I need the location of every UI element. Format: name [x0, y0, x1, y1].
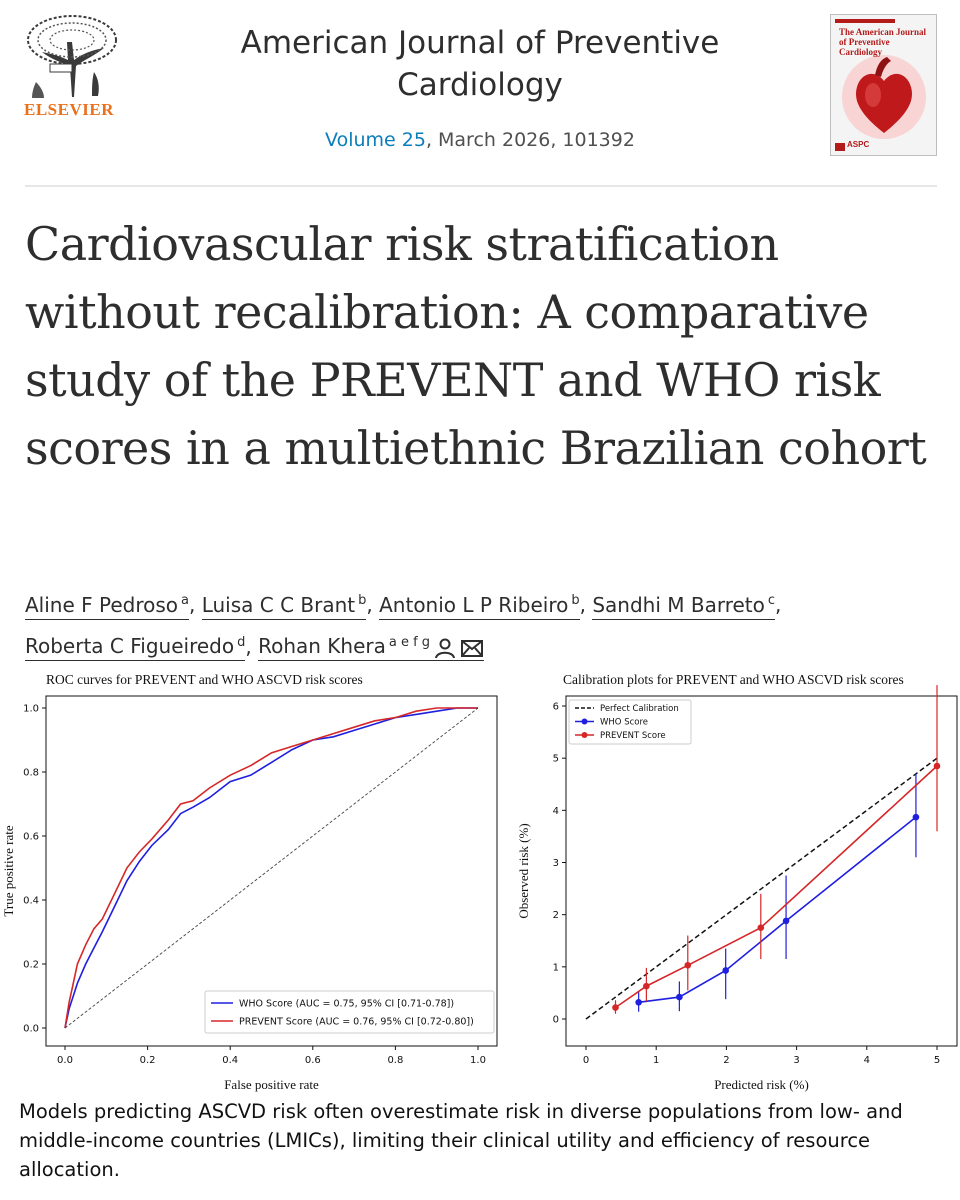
calib-data-point [933, 762, 941, 770]
calib-y-tick-label: 5 [553, 754, 559, 765]
calib-data-point [912, 813, 920, 821]
article-title: Cardiovascular risk stratification witho… [25, 217, 927, 475]
elsevier-tree-logo[interactable] [22, 12, 122, 122]
roc-x-tick-label: 0.8 [387, 1055, 403, 1066]
calib-data-point [612, 1004, 619, 1011]
roc-legend-label: WHO Score (AUC = 0.75, 95% CI [0.71-0.78… [239, 999, 454, 1010]
roc-y-tick-label: 1.0 [23, 704, 39, 715]
calib-x-tick-label: 2 [723, 1055, 729, 1066]
calib-legend-box [568, 699, 692, 745]
roc-y-tick-label: 0.4 [23, 896, 39, 907]
calib-data-point [782, 917, 790, 925]
roc-legend-label: PREVENT Score (AUC = 0.76, 95% CI [0.72-… [239, 1017, 474, 1028]
journal-title-line-2: Cardiology [397, 67, 563, 103]
calib-y-tick-label: 4 [553, 806, 559, 817]
roc-y-tick-label: 0.0 [23, 1024, 39, 1035]
volume-info: Volume 25, March 2026, 101392 [200, 129, 760, 151]
author-pedroso[interactable]: Aline F Pedroso a [25, 592, 189, 620]
header-divider [25, 185, 937, 187]
roc-plot-frame [45, 695, 498, 1047]
author-brant[interactable]: Luisa C C Brant b [201, 592, 367, 620]
calib-x-tick-label: 1 [653, 1055, 659, 1066]
calib-y-tick-label: 6 [553, 702, 559, 713]
roc-x-tick-label: 0.0 [57, 1055, 73, 1066]
journal-title[interactable]: American Journal of Preventive Cardiolog… [200, 22, 760, 106]
journal-cover-thumbnail[interactable]: The American Journal of Preventive Cardi… [830, 14, 937, 156]
calib-x-tick-label: 4 [864, 1055, 870, 1066]
roc-x-tick-label: 0.6 [305, 1055, 321, 1066]
calib-legend-marker [581, 732, 588, 738]
heart-illustration [831, 15, 936, 155]
calib-y-tick-label: 1 [553, 962, 559, 973]
calib-legend-marker [581, 718, 588, 725]
roc-y-axis-label: True positive rate [1, 825, 16, 916]
calib-legend-label: PREVENT Score [600, 731, 666, 741]
roc-x-tick-label: 0.2 [140, 1055, 156, 1066]
calib-x-tick-label: 5 [934, 1055, 940, 1066]
charts-canvas: ROC curves for PREVENT and WHO ASCVD ris… [1, 672, 958, 1092]
issue-date: , March 2026, 101392 [425, 129, 635, 151]
roc-series-line-1 [64, 707, 478, 1029]
calib-y-axis-label: Observed risk (%) [516, 823, 531, 918]
calib-title: Calibration plots for PREVENT and WHO AS… [563, 672, 904, 687]
calib-y-tick-label: 3 [553, 858, 559, 869]
roc-x-axis-label: False positive rate [224, 1077, 319, 1092]
roc-title: ROC curves for PREVENT and WHO ASCVD ris… [46, 672, 363, 687]
calib-data-point [757, 924, 765, 932]
cover-badge: ASPC [847, 140, 870, 149]
author-list: Aline F Pedroso a, Luisa C C Brant b, Anto… [25, 582, 945, 665]
roc-y-tick-label: 0.2 [23, 960, 39, 971]
author-figueiredo[interactable]: Roberta C Figueiredo d [25, 634, 246, 662]
calib-x-axis-label: Predicted risk (%) [714, 1077, 809, 1092]
graphical-abstract-figure: ROC curves for PREVENT and WHO ASCVD ris… [0, 660, 960, 1095]
person-icon[interactable] [434, 637, 456, 659]
calib-x-tick-label: 3 [793, 1055, 799, 1066]
roc-legend-box [204, 990, 495, 1034]
roc-series-line-0 [64, 707, 478, 1029]
calib-data-point [676, 993, 683, 1001]
calib-y-tick-label: 0 [553, 1015, 559, 1026]
roc-x-tick-label: 0.4 [222, 1055, 238, 1066]
roc-x-tick-label: 1.0 [470, 1055, 486, 1066]
figure-caption: Models predicting ASCVD risk often overe… [19, 1100, 903, 1181]
cover-title: The American Journal of Preventive Cardi… [839, 27, 926, 57]
journal-header: ELSEVIER American Journal of Preventive … [0, 0, 960, 185]
calib-data-point [635, 999, 642, 1006]
publisher-name: ELSEVIER [24, 100, 114, 119]
calib-series-line-2 [615, 765, 938, 1009]
calib-legend-label: Perfect Calibration [600, 704, 679, 714]
roc-series-line-2 [64, 707, 479, 1029]
calib-x-tick-label: 0 [583, 1055, 589, 1066]
author-khera[interactable]: Rohan Khera a e f g [258, 634, 485, 662]
journal-title-line-1: American Journal of Preventive [240, 25, 720, 61]
calib-plot-frame [565, 695, 958, 1047]
author-barreto[interactable]: Sandhi M Barreto c [592, 592, 776, 620]
calib-data-point [722, 967, 729, 974]
calib-y-tick-label: 2 [553, 910, 559, 921]
envelope-icon[interactable] [460, 637, 484, 659]
calib-data-point [643, 982, 650, 990]
roc-y-tick-label: 0.8 [23, 768, 39, 779]
roc-y-tick-label: 0.6 [23, 832, 39, 843]
volume-link[interactable]: Volume 25 [325, 129, 426, 151]
calib-series-line-0 [585, 757, 938, 1020]
calib-data-point [684, 961, 692, 969]
calib-series-line-1 [638, 816, 917, 1004]
author-ribeiro[interactable]: Antonio L P Ribeiro b [379, 592, 580, 620]
calib-legend-label: WHO Score [600, 718, 648, 728]
